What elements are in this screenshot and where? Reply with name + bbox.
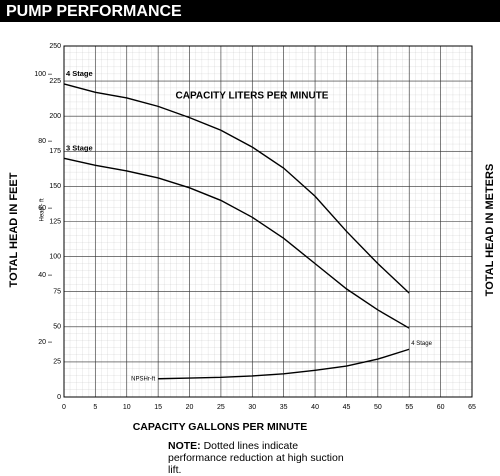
series-line [63, 157, 410, 329]
chart: PUMP PERFORMANCE CAPACITY LITERS PER MIN… [0, 0, 500, 433]
x-tick-label: 50 [374, 404, 382, 411]
y-tick-label: 0 [57, 394, 61, 401]
y-tick-label: 75 [53, 289, 61, 296]
y-tick-label: 100 [49, 253, 61, 260]
y-tick-label: 200 [49, 113, 61, 120]
x-tick-label: 45 [343, 404, 351, 411]
series-line [158, 348, 410, 380]
x-tick-label: 65 [468, 404, 476, 411]
y-axis-label: TOTAL HEAD IN FEET [8, 172, 20, 287]
y2-tick-label: 60 [38, 205, 46, 212]
y-tick-label: 150 [49, 183, 61, 190]
x-tick-label: 20 [186, 404, 194, 411]
y-tick-label: 50 [53, 324, 61, 331]
y2-axis-label: TOTAL HEAD IN METERS [484, 164, 496, 297]
x-tick-label: 10 [123, 404, 131, 411]
y-tick-label: 225 [49, 78, 61, 85]
x-tick-label: 55 [405, 404, 413, 411]
series-line [63, 83, 410, 294]
series-end-label: 4 Stage [411, 341, 432, 347]
x-tick-label: 35 [280, 404, 288, 411]
y-tick-label: 125 [49, 218, 61, 225]
x-tick-label: 15 [154, 404, 162, 411]
plot-frame [63, 45, 473, 398]
x-tick-label: 25 [217, 404, 225, 411]
y-tick-label: 175 [49, 148, 61, 155]
x-tick-label: 0 [62, 404, 66, 411]
note-label: NOTE: [168, 440, 201, 452]
title-bar [0, 0, 500, 22]
series-label: 4 Stage [66, 69, 93, 78]
y2-tick-label: 20 [38, 339, 46, 346]
x-tick-label: 5 [93, 404, 97, 411]
series-label: NPSHr-ft [131, 376, 155, 382]
series-label: 3 Stage [66, 143, 93, 152]
chart-title: PUMP PERFORMANCE [6, 3, 182, 20]
note: NOTE: Dotted lines indicate performance … [168, 440, 358, 476]
y2-tick-label: 80 [38, 138, 46, 145]
x-axis-label: CAPACITY GALLONS PER MINUTE [133, 421, 308, 433]
note-text: Dotted lines indicate performance reduct… [168, 440, 344, 476]
y2-tick-label: 100 [34, 71, 46, 78]
y2-tick-label: 40 [38, 272, 46, 279]
x-tick-label: 30 [248, 404, 256, 411]
inner-y-axis-label: Head - ft [40, 198, 46, 221]
x-tick-label: 60 [437, 404, 445, 411]
x-tick-label: 40 [311, 404, 319, 411]
y-tick-label: 25 [53, 359, 61, 366]
y-tick-label: 250 [49, 43, 61, 50]
